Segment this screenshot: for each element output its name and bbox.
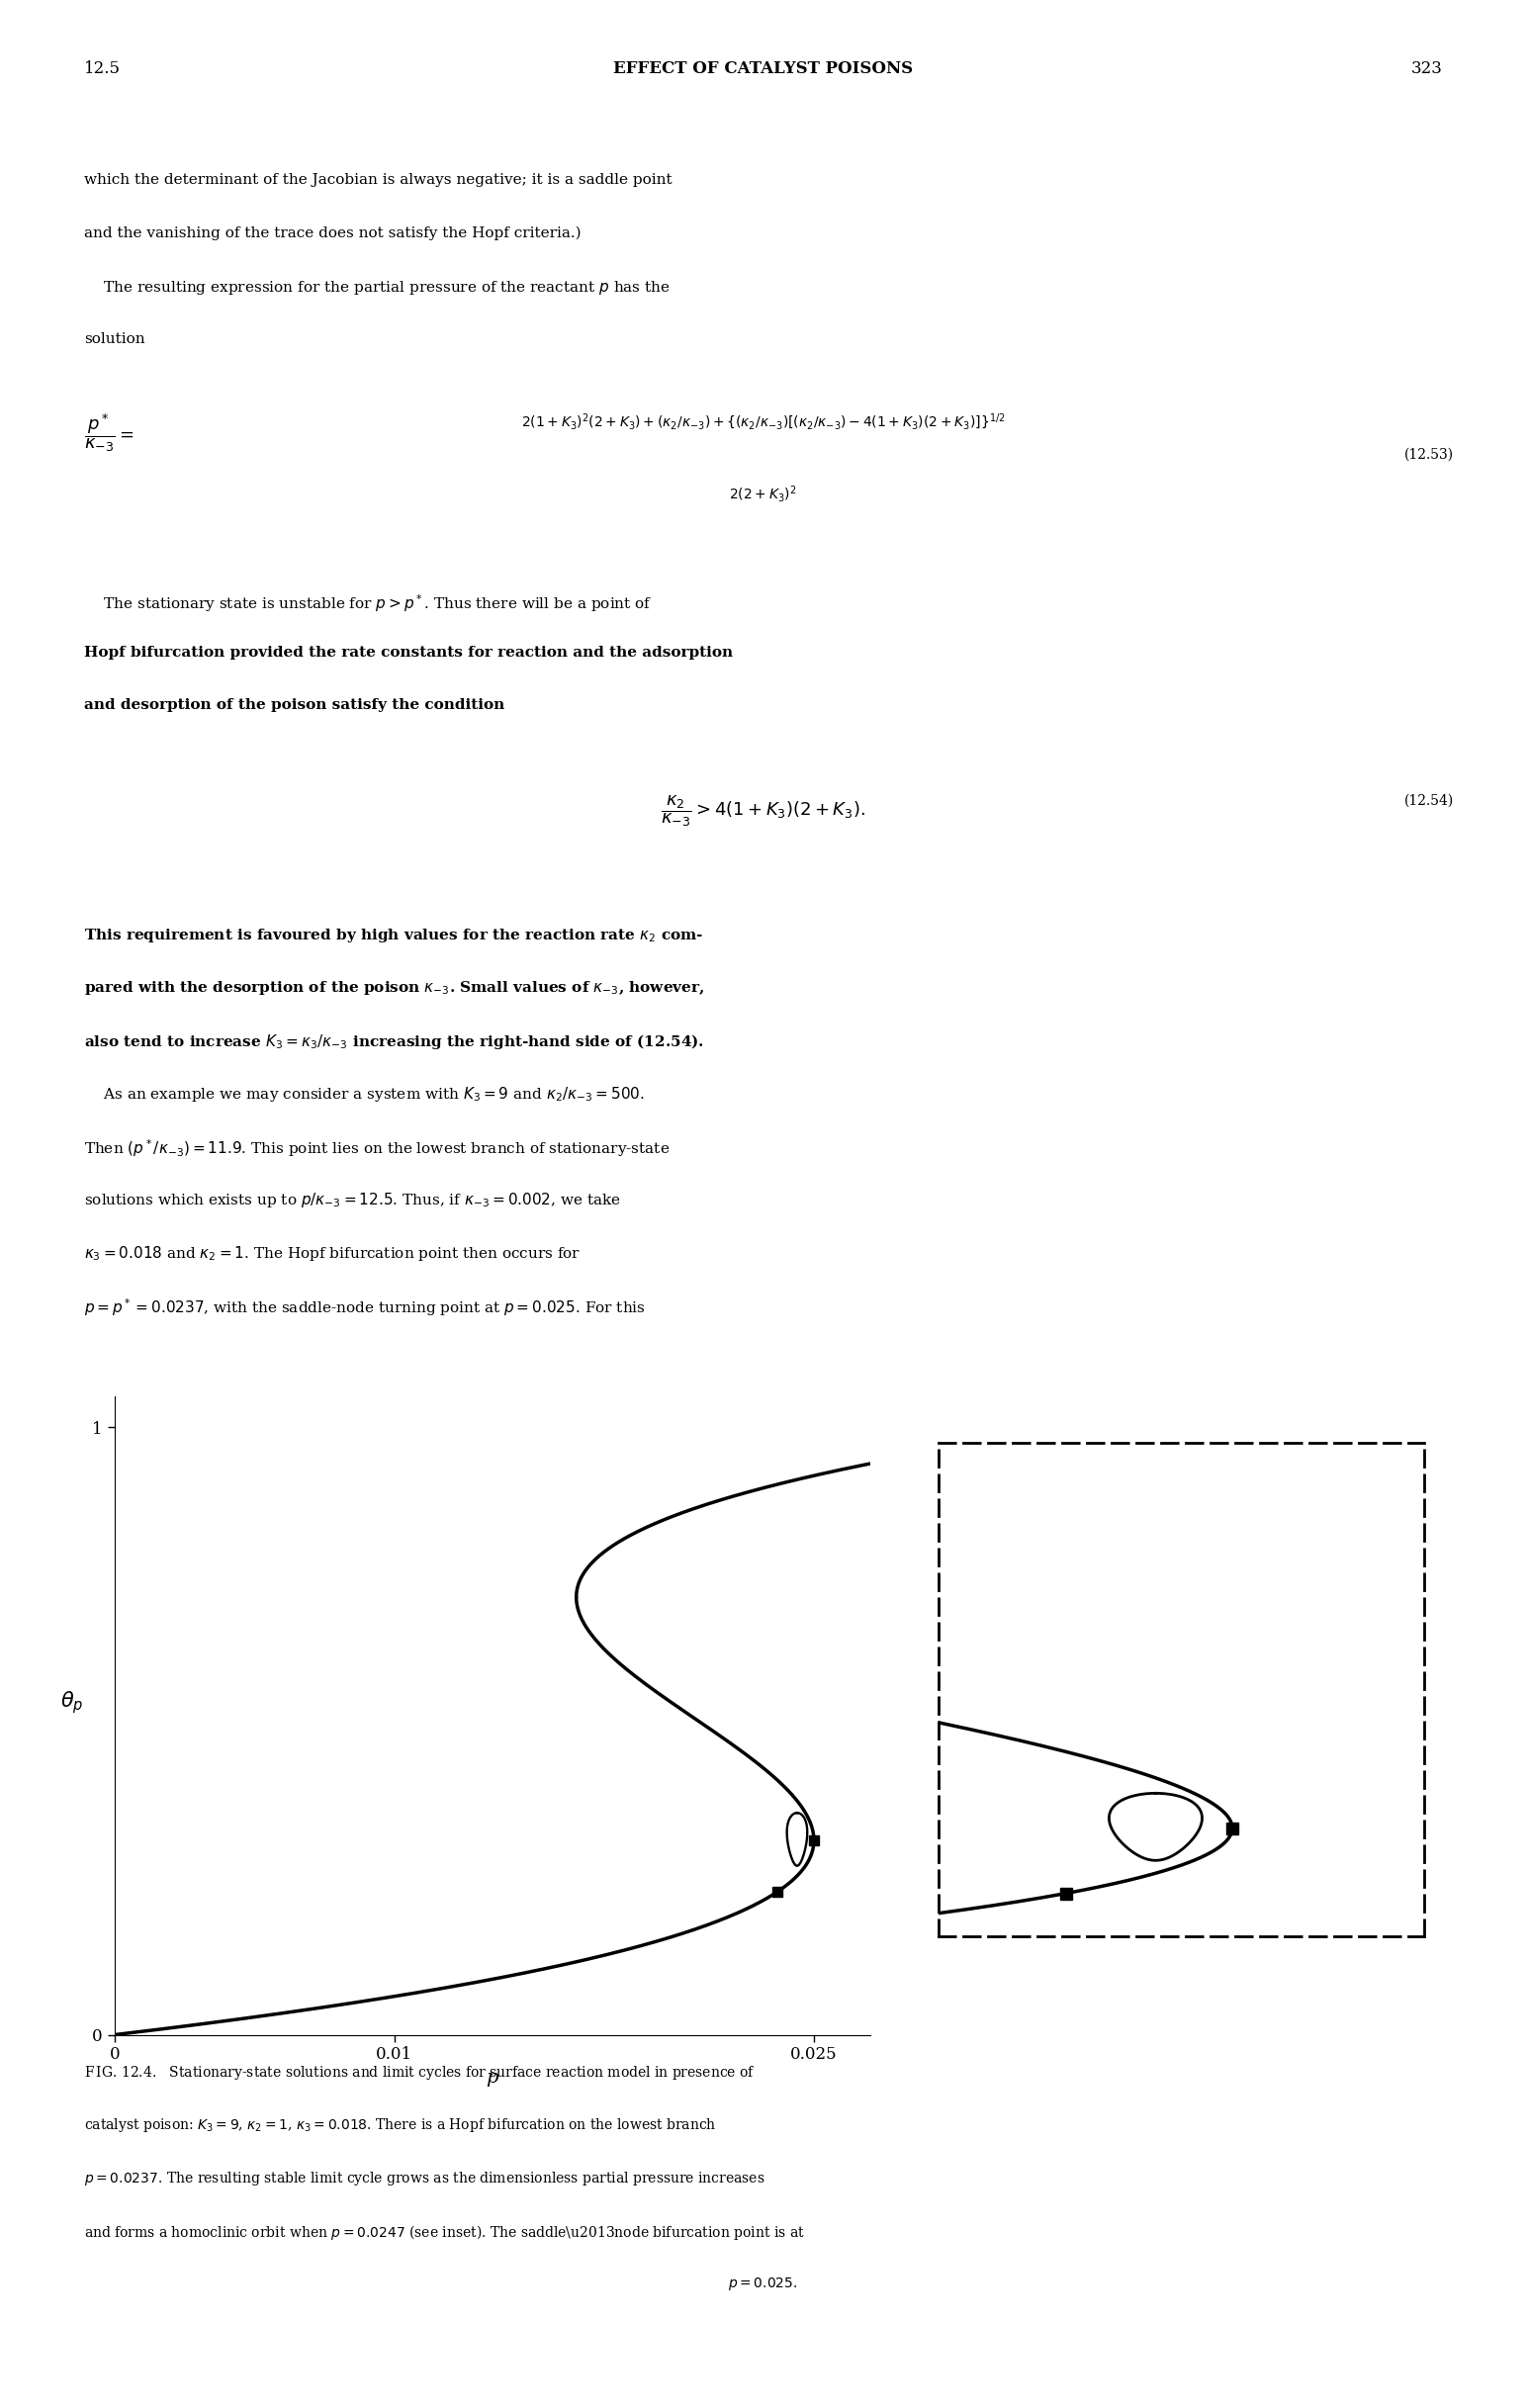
Text: 12.5: 12.5 xyxy=(84,60,121,77)
Text: (12.54): (12.54) xyxy=(1404,795,1454,807)
Text: Then $(p^*/\kappa_{-3}) = 11.9$. This point lies on the lowest branch of station: Then $(p^*/\kappa_{-3}) = 11.9$. This po… xyxy=(84,1139,670,1161)
Text: $p = 0.0237$. The resulting stable limit cycle grows as the dimensionless partia: $p = 0.0237$. The resulting stable limit… xyxy=(84,2170,765,2186)
Text: also tend to increase $K_3 = \kappa_3/\kappa_{-3}$ increasing the right-hand sid: also tend to increase $K_3 = \kappa_3/\k… xyxy=(84,1033,703,1050)
Text: $p = p^* = 0.0237$, with the saddle-node turning point at $p = 0.025$. For this: $p = p^* = 0.0237$, with the saddle-node… xyxy=(84,1298,645,1320)
Text: $\dfrac{\kappa_2}{\kappa_{-3}} > 4(1+K_3)(2+K_3).$: $\dfrac{\kappa_2}{\kappa_{-3}} > 4(1+K_3… xyxy=(661,795,865,828)
Text: EFFECT OF CATALYST POISONS: EFFECT OF CATALYST POISONS xyxy=(613,60,913,77)
Text: $2(1+K_3)^2(2+K_3) + (\kappa_2/\kappa_{-3}) + \{(\kappa_2/\kappa_{-3})[(\kappa_2: $2(1+K_3)^2(2+K_3) + (\kappa_2/\kappa_{-… xyxy=(520,412,1006,431)
Text: solution: solution xyxy=(84,332,145,347)
Text: F$\,$IG. 12.4.   Stationary-state solutions and limit cycles for surface reactio: F$\,$IG. 12.4. Stationary-state solution… xyxy=(84,2064,755,2081)
X-axis label: p: p xyxy=(485,2068,499,2088)
Text: Hopf bifurcation provided the rate constants for reaction and the adsorption: Hopf bifurcation provided the rate const… xyxy=(84,645,732,660)
Text: pared with the desorption of the poison $\kappa_{-3}$. Small values of $\kappa_{: pared with the desorption of the poison … xyxy=(84,980,705,997)
Text: which the determinant of the Jacobian is always negative; it is a saddle point: which the determinant of the Jacobian is… xyxy=(84,173,671,188)
Text: and desorption of the poison satisfy the condition: and desorption of the poison satisfy the… xyxy=(84,698,505,713)
Text: catalyst poison: $K_3 = 9$, $\kappa_2 = 1$, $\kappa_3 = 0.018$. There is a Hopf : catalyst poison: $K_3 = 9$, $\kappa_2 = … xyxy=(84,2117,716,2133)
Text: and forms a homoclinic orbit when $p = 0.0247$ (see inset). The saddle\u2013node: and forms a homoclinic orbit when $p = 0… xyxy=(84,2223,804,2242)
Text: The resulting expression for the partial pressure of the reactant $p$ has the: The resulting expression for the partial… xyxy=(84,279,670,296)
Text: 323: 323 xyxy=(1410,60,1442,77)
Text: $2(2+K_3)^2$: $2(2+K_3)^2$ xyxy=(729,484,797,506)
Text: As an example we may consider a system with $K_3 = 9$ and $\kappa_2/\kappa_{-3} : As an example we may consider a system w… xyxy=(84,1086,644,1103)
Text: and the vanishing of the trace does not satisfy the Hopf criteria.): and the vanishing of the trace does not … xyxy=(84,226,581,241)
Text: $\kappa_3 = 0.018$ and $\kappa_2 = 1$. The Hopf bifurcation point then occurs fo: $\kappa_3 = 0.018$ and $\kappa_2 = 1$. T… xyxy=(84,1245,581,1262)
Y-axis label: $\theta_p$: $\theta_p$ xyxy=(60,1688,84,1714)
Text: solutions which exists up to $p/\kappa_{-3} = 12.5$. Thus, if $\kappa_{-3} = 0.0: solutions which exists up to $p/\kappa_{… xyxy=(84,1192,621,1209)
Text: The stationary state is unstable for $p > p^*$. Thus there will be a point of: The stationary state is unstable for $p … xyxy=(84,592,652,614)
Text: (12.53): (12.53) xyxy=(1404,448,1453,462)
Text: This requirement is favoured by high values for the reaction rate $\kappa_2$ com: This requirement is favoured by high val… xyxy=(84,927,703,944)
Text: $p = 0.025$.: $p = 0.025$. xyxy=(728,2276,798,2292)
Text: $\dfrac{p^*}{\kappa_{-3}}=$: $\dfrac{p^*}{\kappa_{-3}}=$ xyxy=(84,412,134,455)
